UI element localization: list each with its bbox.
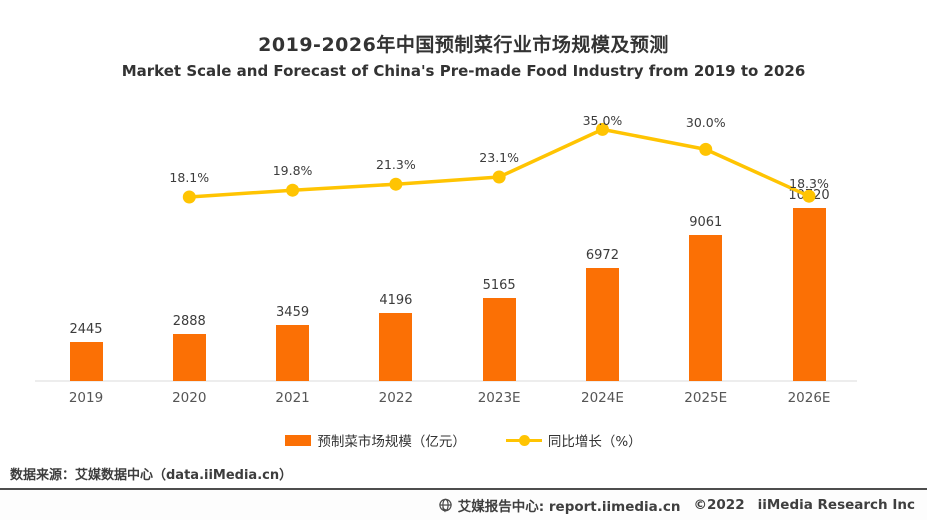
bar-2020: [172, 334, 206, 381]
bar-value-label: 3459: [276, 305, 310, 321]
x-axis-label: 2024E: [580, 390, 624, 406]
x-axis-label: 2020: [172, 390, 207, 406]
bar-series-legend-label: 预制菜市场规模（亿元）: [317, 434, 466, 450]
x-axis-label: 2021: [275, 390, 310, 406]
company-label: iiMedia Research Inc: [757, 497, 915, 513]
x-axis-label: 2025E: [684, 390, 728, 406]
chart-legend: 预制菜市场规模（亿元） 同比增长（%）: [0, 430, 927, 450]
bar-2023E: [482, 297, 516, 381]
bar-2019: [69, 341, 103, 381]
growth-point-label: 19.8%: [272, 163, 313, 179]
globe-cursor-icon: [438, 498, 453, 513]
footer-bar: 艾媒报告中心: report.iimedia.cn ©2022 iiMedia …: [0, 490, 927, 520]
bar-2026E: [792, 207, 826, 381]
x-axis-label: 2019: [68, 390, 104, 406]
line-series-legend-label: 同比增长（%）: [547, 434, 642, 450]
growth-point-label: 23.1%: [479, 150, 520, 165]
x-axis-label: 2022: [378, 390, 414, 406]
growth-point: [286, 183, 300, 197]
legend-item-bar-series: 预制菜市场规模（亿元）: [285, 430, 466, 450]
x-axis-label: 2023E: [477, 390, 521, 406]
bar-value-label: 6972: [585, 248, 619, 264]
bar-2025E: [689, 234, 723, 381]
chart-title-zh: 2019-2026年中国预制菜行业市场规模及预测: [258, 34, 669, 56]
bar-2021: [276, 325, 310, 381]
growth-point-label: 21.3%: [376, 157, 416, 173]
report-site-label: 艾媒报告中心: report.iimedia.cn: [457, 499, 681, 515]
growth-point-label: 18.1%: [169, 170, 210, 185]
growth-point: [699, 142, 713, 156]
chart-title-en: Market Scale and Forecast of China's Pre…: [121, 62, 806, 80]
bar-2022: [379, 313, 413, 381]
report-site: 艾媒报告中心: report.iimedia.cn: [438, 495, 681, 515]
footer-divider: [0, 488, 927, 490]
bar-value-label: 9061: [689, 214, 723, 230]
growth-point-label: 35.0%: [582, 113, 623, 129]
bar-2024E: [585, 268, 619, 381]
bar-value-label: 2445: [69, 321, 103, 337]
bar-value-label: 2888: [172, 314, 206, 330]
legend-item-line-series: 同比增长（%）: [505, 430, 642, 450]
line-series-marker-icon: [505, 434, 542, 446]
bar-series-swatch-icon: [285, 434, 312, 446]
bar-value-label: 4196: [379, 293, 413, 309]
growth-point: [389, 177, 403, 191]
x-axis-line: [35, 380, 857, 382]
x-axis-label: 2026E: [787, 390, 831, 406]
growth-point: [182, 190, 196, 204]
bar-value-label: 5165: [482, 277, 516, 293]
data-source-note: 数据来源：艾媒数据中心（data.iiMedia.cn）: [10, 468, 293, 483]
growth-point-label: 18.3%: [789, 176, 829, 192]
growth-point: [492, 170, 506, 184]
growth-point-label: 30.0%: [685, 115, 726, 131]
copyright-label: ©2022: [693, 497, 745, 513]
